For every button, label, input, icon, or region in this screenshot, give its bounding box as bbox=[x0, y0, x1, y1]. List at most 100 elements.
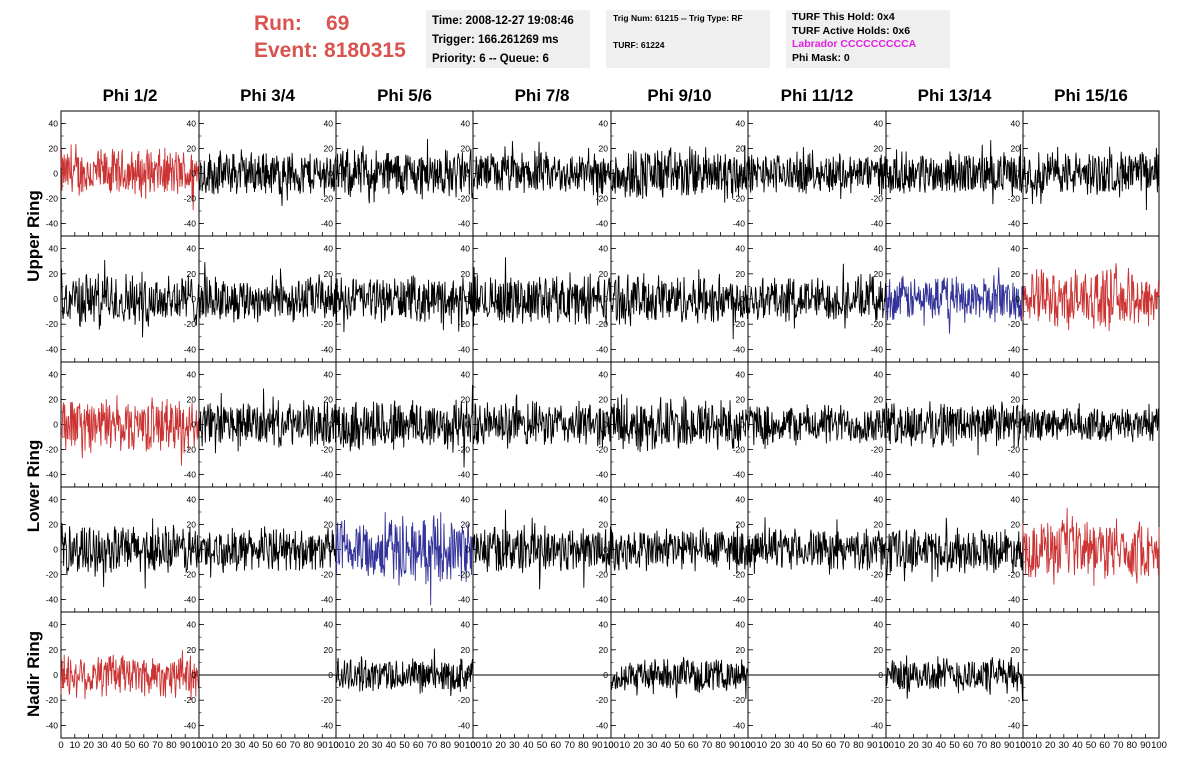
y-tick-label: 20 bbox=[736, 144, 746, 154]
panel-r5-c6: -40 -20 0 20 40 bbox=[733, 611, 887, 739]
y-tick-label: 40 bbox=[187, 620, 197, 630]
y-tick-label: -20 bbox=[321, 445, 334, 455]
x-tick-label: 80 bbox=[853, 740, 864, 751]
y-tick-label: -20 bbox=[184, 445, 197, 455]
x-tick-label: 50 bbox=[812, 740, 823, 751]
panel-r2-c3: -40 -20 0 20 40 bbox=[321, 235, 474, 363]
x-tick-label: 70 bbox=[564, 740, 575, 751]
y-tick-label: 0 bbox=[328, 670, 333, 680]
y-tick-label: -40 bbox=[596, 344, 609, 354]
y-tick-label: -40 bbox=[46, 470, 59, 480]
y-tick-label: 0 bbox=[191, 545, 196, 555]
y-tick-label: -20 bbox=[733, 695, 746, 705]
y-tick-label: 20 bbox=[49, 520, 59, 530]
y-tick-label: 40 bbox=[736, 244, 746, 254]
waveform-line bbox=[198, 388, 337, 454]
y-tick-label: -40 bbox=[596, 595, 609, 605]
waveform-line bbox=[472, 141, 612, 206]
y-tick-label: -20 bbox=[871, 194, 884, 204]
y-tick-label: 20 bbox=[736, 269, 746, 279]
x-tick-label: 70 bbox=[702, 740, 713, 751]
waveform-line bbox=[1022, 507, 1160, 586]
y-tick-label: -20 bbox=[1008, 570, 1021, 580]
y-tick-label: 40 bbox=[324, 370, 334, 380]
y-tick-label: -40 bbox=[1008, 344, 1021, 354]
y-tick-label: -40 bbox=[321, 595, 334, 605]
panel-r2-c5: -40 -20 0 20 40 bbox=[596, 235, 749, 363]
y-tick-label: -20 bbox=[733, 319, 746, 329]
y-tick-label: 40 bbox=[874, 620, 884, 630]
y-tick-label: 0 bbox=[603, 670, 608, 680]
x-tick-label: 30 bbox=[235, 740, 246, 751]
y-tick-label: -20 bbox=[1008, 319, 1021, 329]
phi-header-5: Phi 9/10 bbox=[647, 86, 712, 105]
panel-r2-c1: -40 -20 0 20 40 bbox=[46, 235, 200, 363]
x-tick-label: 50 bbox=[125, 740, 136, 751]
y-tick-label: 0 bbox=[328, 420, 333, 430]
x-tick-label: 20 bbox=[633, 740, 644, 751]
y-tick-label: -20 bbox=[458, 194, 471, 204]
x-tick-label: 70 bbox=[427, 740, 438, 751]
y-tick-label: 40 bbox=[49, 370, 59, 380]
x-tick-label: 70 bbox=[977, 740, 988, 751]
y-tick-label: 40 bbox=[1011, 119, 1021, 129]
x-tick-label: 10 bbox=[70, 740, 81, 751]
y-tick-label: 0 bbox=[603, 545, 608, 555]
y-tick-label: -40 bbox=[871, 219, 884, 229]
waveform-line bbox=[1022, 146, 1160, 210]
y-tick-label: 0 bbox=[878, 420, 883, 430]
waveform-line bbox=[60, 259, 200, 338]
waveform-line bbox=[335, 138, 474, 204]
waveform-line bbox=[472, 509, 612, 590]
y-tick-label: 20 bbox=[187, 395, 197, 405]
y-tick-label: -40 bbox=[184, 344, 197, 354]
panel-r3-c8: -40 -20 0 20 40 bbox=[1008, 361, 1160, 488]
y-tick-label: 40 bbox=[187, 119, 197, 129]
waveform-line bbox=[747, 263, 887, 329]
y-tick-label: 40 bbox=[324, 620, 334, 630]
panel-r2-c8: -40 -20 0 20 40 bbox=[1008, 235, 1160, 363]
waveform-line bbox=[610, 394, 749, 452]
y-tick-label: 0 bbox=[1015, 545, 1020, 555]
waveform-line bbox=[472, 394, 612, 449]
panel-r4-c1: -40 -20 0 20 40 bbox=[46, 486, 200, 613]
x-tick-label: 40 bbox=[523, 740, 534, 751]
y-tick-label: 20 bbox=[49, 144, 59, 154]
y-tick-label: -20 bbox=[871, 570, 884, 580]
y-tick-label: -20 bbox=[871, 695, 884, 705]
y-tick-label: 0 bbox=[465, 545, 470, 555]
y-tick-label: 0 bbox=[740, 670, 745, 680]
y-tick-label: -40 bbox=[871, 344, 884, 354]
y-tick-label: 0 bbox=[1015, 169, 1020, 179]
waveform-line bbox=[60, 144, 200, 211]
y-tick-label: 40 bbox=[49, 620, 59, 630]
panel-r1-c7: -40 -20 0 20 40 bbox=[871, 110, 1024, 237]
x-tick-label: 10 bbox=[894, 740, 905, 751]
y-tick-label: -20 bbox=[46, 319, 59, 329]
x-tick-label: 40 bbox=[661, 740, 672, 751]
x-tick-label: 80 bbox=[440, 740, 451, 751]
y-tick-label: -40 bbox=[458, 344, 471, 354]
y-tick-label: 0 bbox=[603, 420, 608, 430]
panel-r5-c1: -40 -20 0 20 40 bbox=[46, 611, 200, 739]
y-tick-label: 40 bbox=[599, 244, 609, 254]
x-tick-label: 20 bbox=[1045, 740, 1056, 751]
x-tick-label: 20 bbox=[495, 740, 506, 751]
y-tick-label: 20 bbox=[736, 520, 746, 530]
time-text: Time: 2008-12-27 19:08:46 bbox=[432, 15, 574, 27]
y-tick-label: 20 bbox=[599, 269, 609, 279]
waveform-line bbox=[885, 140, 1024, 205]
run-event-block: Run: 69 Event: 8180315 bbox=[254, 10, 406, 64]
y-tick-label: -20 bbox=[1008, 194, 1021, 204]
x-tick-label: 100 bbox=[1151, 740, 1167, 751]
trigger-text: Trigger: 166.261269 ms bbox=[432, 34, 559, 46]
waveform-line bbox=[198, 149, 337, 206]
y-tick-label: -40 bbox=[733, 720, 746, 730]
y-tick-label: 40 bbox=[736, 370, 746, 380]
y-tick-label: 40 bbox=[1011, 370, 1021, 380]
y-tick-label: 20 bbox=[49, 395, 59, 405]
y-tick-label: 20 bbox=[324, 395, 334, 405]
x-tick-label: 90 bbox=[317, 740, 328, 751]
y-tick-label: -20 bbox=[46, 695, 59, 705]
